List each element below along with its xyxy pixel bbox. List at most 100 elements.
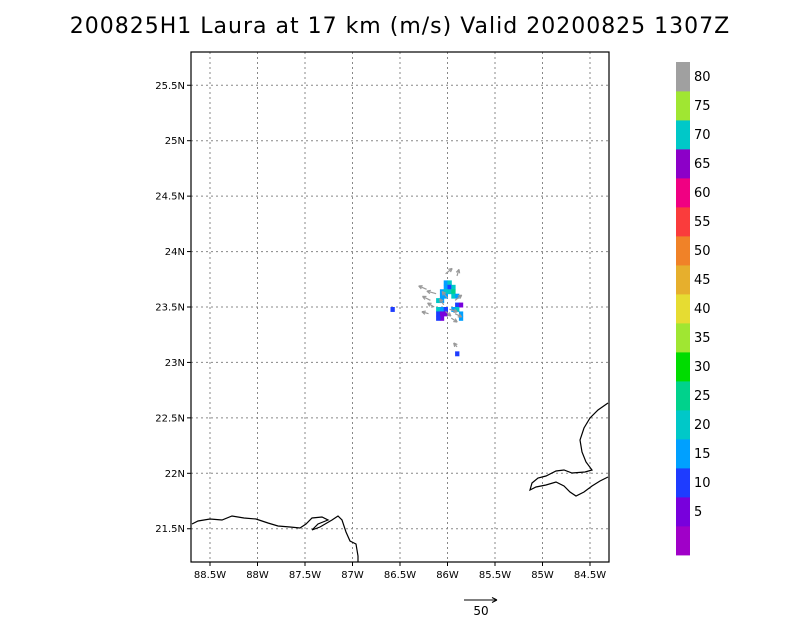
wind-cell (455, 351, 460, 357)
wind-vector (454, 294, 463, 301)
wind-vectors (418, 267, 463, 348)
colorbar-swatch (676, 497, 690, 527)
wind-cell (436, 311, 441, 317)
wind-cell (443, 311, 448, 317)
wind-vector (418, 285, 427, 290)
wind-cell (436, 298, 441, 304)
colorbar: 5 10 15 20 25 30 35 40 45 50 55 60 65 70 75 80 (676, 62, 711, 556)
wind-cell (451, 284, 456, 290)
colorbar-label: 5 (694, 505, 702, 520)
colorbar-label: 50 (694, 244, 711, 259)
lat-tick-label: 24N (165, 247, 185, 258)
coastline-yucatan (191, 515, 359, 562)
wind-cell (447, 284, 452, 290)
wind-vector (445, 310, 452, 317)
wind-vector (445, 267, 453, 275)
colorbar-swatch (676, 91, 690, 121)
reference-arrowhead (491, 597, 498, 603)
lon-tick-label: 86.5W (384, 570, 416, 581)
wind-cell (458, 302, 464, 308)
wind-cell (390, 307, 395, 312)
lon-tick-label: 87W (341, 570, 364, 581)
wind-cell (439, 307, 445, 312)
colorbar-label: 55 (694, 215, 711, 230)
wind-vector (426, 289, 437, 295)
wind-cell (439, 315, 445, 321)
wind-vector (453, 342, 458, 348)
colorbar-swatch (676, 468, 690, 498)
wind-cell (447, 280, 452, 286)
colorbar-swatch (676, 265, 690, 295)
lat-tick-label: 25.5N (155, 81, 185, 92)
reference-vector-label: 50 (473, 604, 488, 618)
wind-vector (441, 290, 448, 299)
wind-cell (443, 284, 448, 290)
colorbar-label: 20 (694, 418, 711, 433)
wind-vector (439, 298, 445, 306)
wind-cell (455, 307, 460, 312)
wind-vector (421, 310, 429, 315)
colorbar-label: 10 (694, 476, 711, 491)
colorbar-swatch (676, 149, 690, 179)
wind-vector (449, 308, 458, 313)
lat-tick-label: 25N (165, 136, 185, 147)
colorbar-label: 60 (694, 186, 711, 201)
colorbar-swatch (676, 178, 690, 208)
lon-tick-label: 88.5W (194, 570, 226, 581)
colorbar-swatch (676, 120, 690, 150)
lat-tick-label: 22N (165, 469, 185, 480)
lat-tick-label: 21.5N (155, 524, 185, 535)
wind-cell (451, 307, 456, 312)
lon-tick-label: 85W (531, 570, 554, 581)
wind-cell (455, 302, 460, 308)
colorbar-swatch (676, 439, 690, 469)
wind-vector (427, 302, 435, 308)
colorbar-label: 45 (694, 273, 711, 288)
chart-title: 200825H1 Laura at 17 km (m/s) Valid 2020… (69, 14, 731, 39)
colorbar-swatch (676, 526, 690, 556)
lon-tick-label: 88W (246, 570, 269, 581)
colorbar-swatch (676, 352, 690, 382)
wind-cell (447, 289, 452, 295)
wind-vector (450, 317, 458, 323)
colorbar-label: 40 (694, 302, 711, 317)
lat-tick-label: 24.5N (155, 192, 185, 203)
coastline (191, 402, 609, 562)
wind-cell (443, 289, 448, 295)
lon-tick-label: 87.5W (289, 570, 321, 581)
wind-cell (458, 315, 464, 321)
wind-cell (451, 293, 456, 299)
colorbar-label: 35 (694, 331, 711, 346)
wind-vector (455, 268, 461, 277)
colorbar-label: 65 (694, 157, 711, 172)
colorbar-swatch (676, 294, 690, 324)
lat-tick-label: 22.5N (155, 413, 185, 424)
colorbar-swatch (676, 207, 690, 237)
wind-cell (436, 315, 441, 321)
lat-tick-label: 23N (165, 358, 185, 369)
axis-ticks: 88.5W 88W 87.5W 87W 86.5W 86W 85.5W 85W 84.5W 21.… (155, 81, 606, 581)
wind-cell (443, 307, 448, 312)
colorbar-label: 15 (694, 447, 711, 462)
colorbar-swatch (676, 236, 690, 266)
reference-vector: 50 (464, 597, 498, 618)
colorbar-label: 30 (694, 360, 711, 375)
colorbar-label: 70 (694, 128, 711, 143)
colorbar-swatch (676, 323, 690, 353)
colorbar-swatch (676, 62, 690, 92)
wind-vector (454, 313, 463, 318)
colorbar-label: 80 (694, 70, 711, 85)
lon-tick-label: 84.5W (574, 570, 606, 581)
wind-cell (436, 307, 441, 312)
colorbar-swatch (676, 410, 690, 440)
wind-cell (439, 293, 445, 299)
coastline-cuba (529, 402, 609, 497)
wind-cell (451, 289, 456, 295)
wind-cell (458, 311, 464, 317)
wind-vector (422, 295, 431, 301)
colorbar-label: 75 (694, 99, 711, 114)
wind-cell (455, 293, 460, 299)
wind-cell (443, 280, 448, 286)
colorbar-label: 25 (694, 389, 711, 404)
